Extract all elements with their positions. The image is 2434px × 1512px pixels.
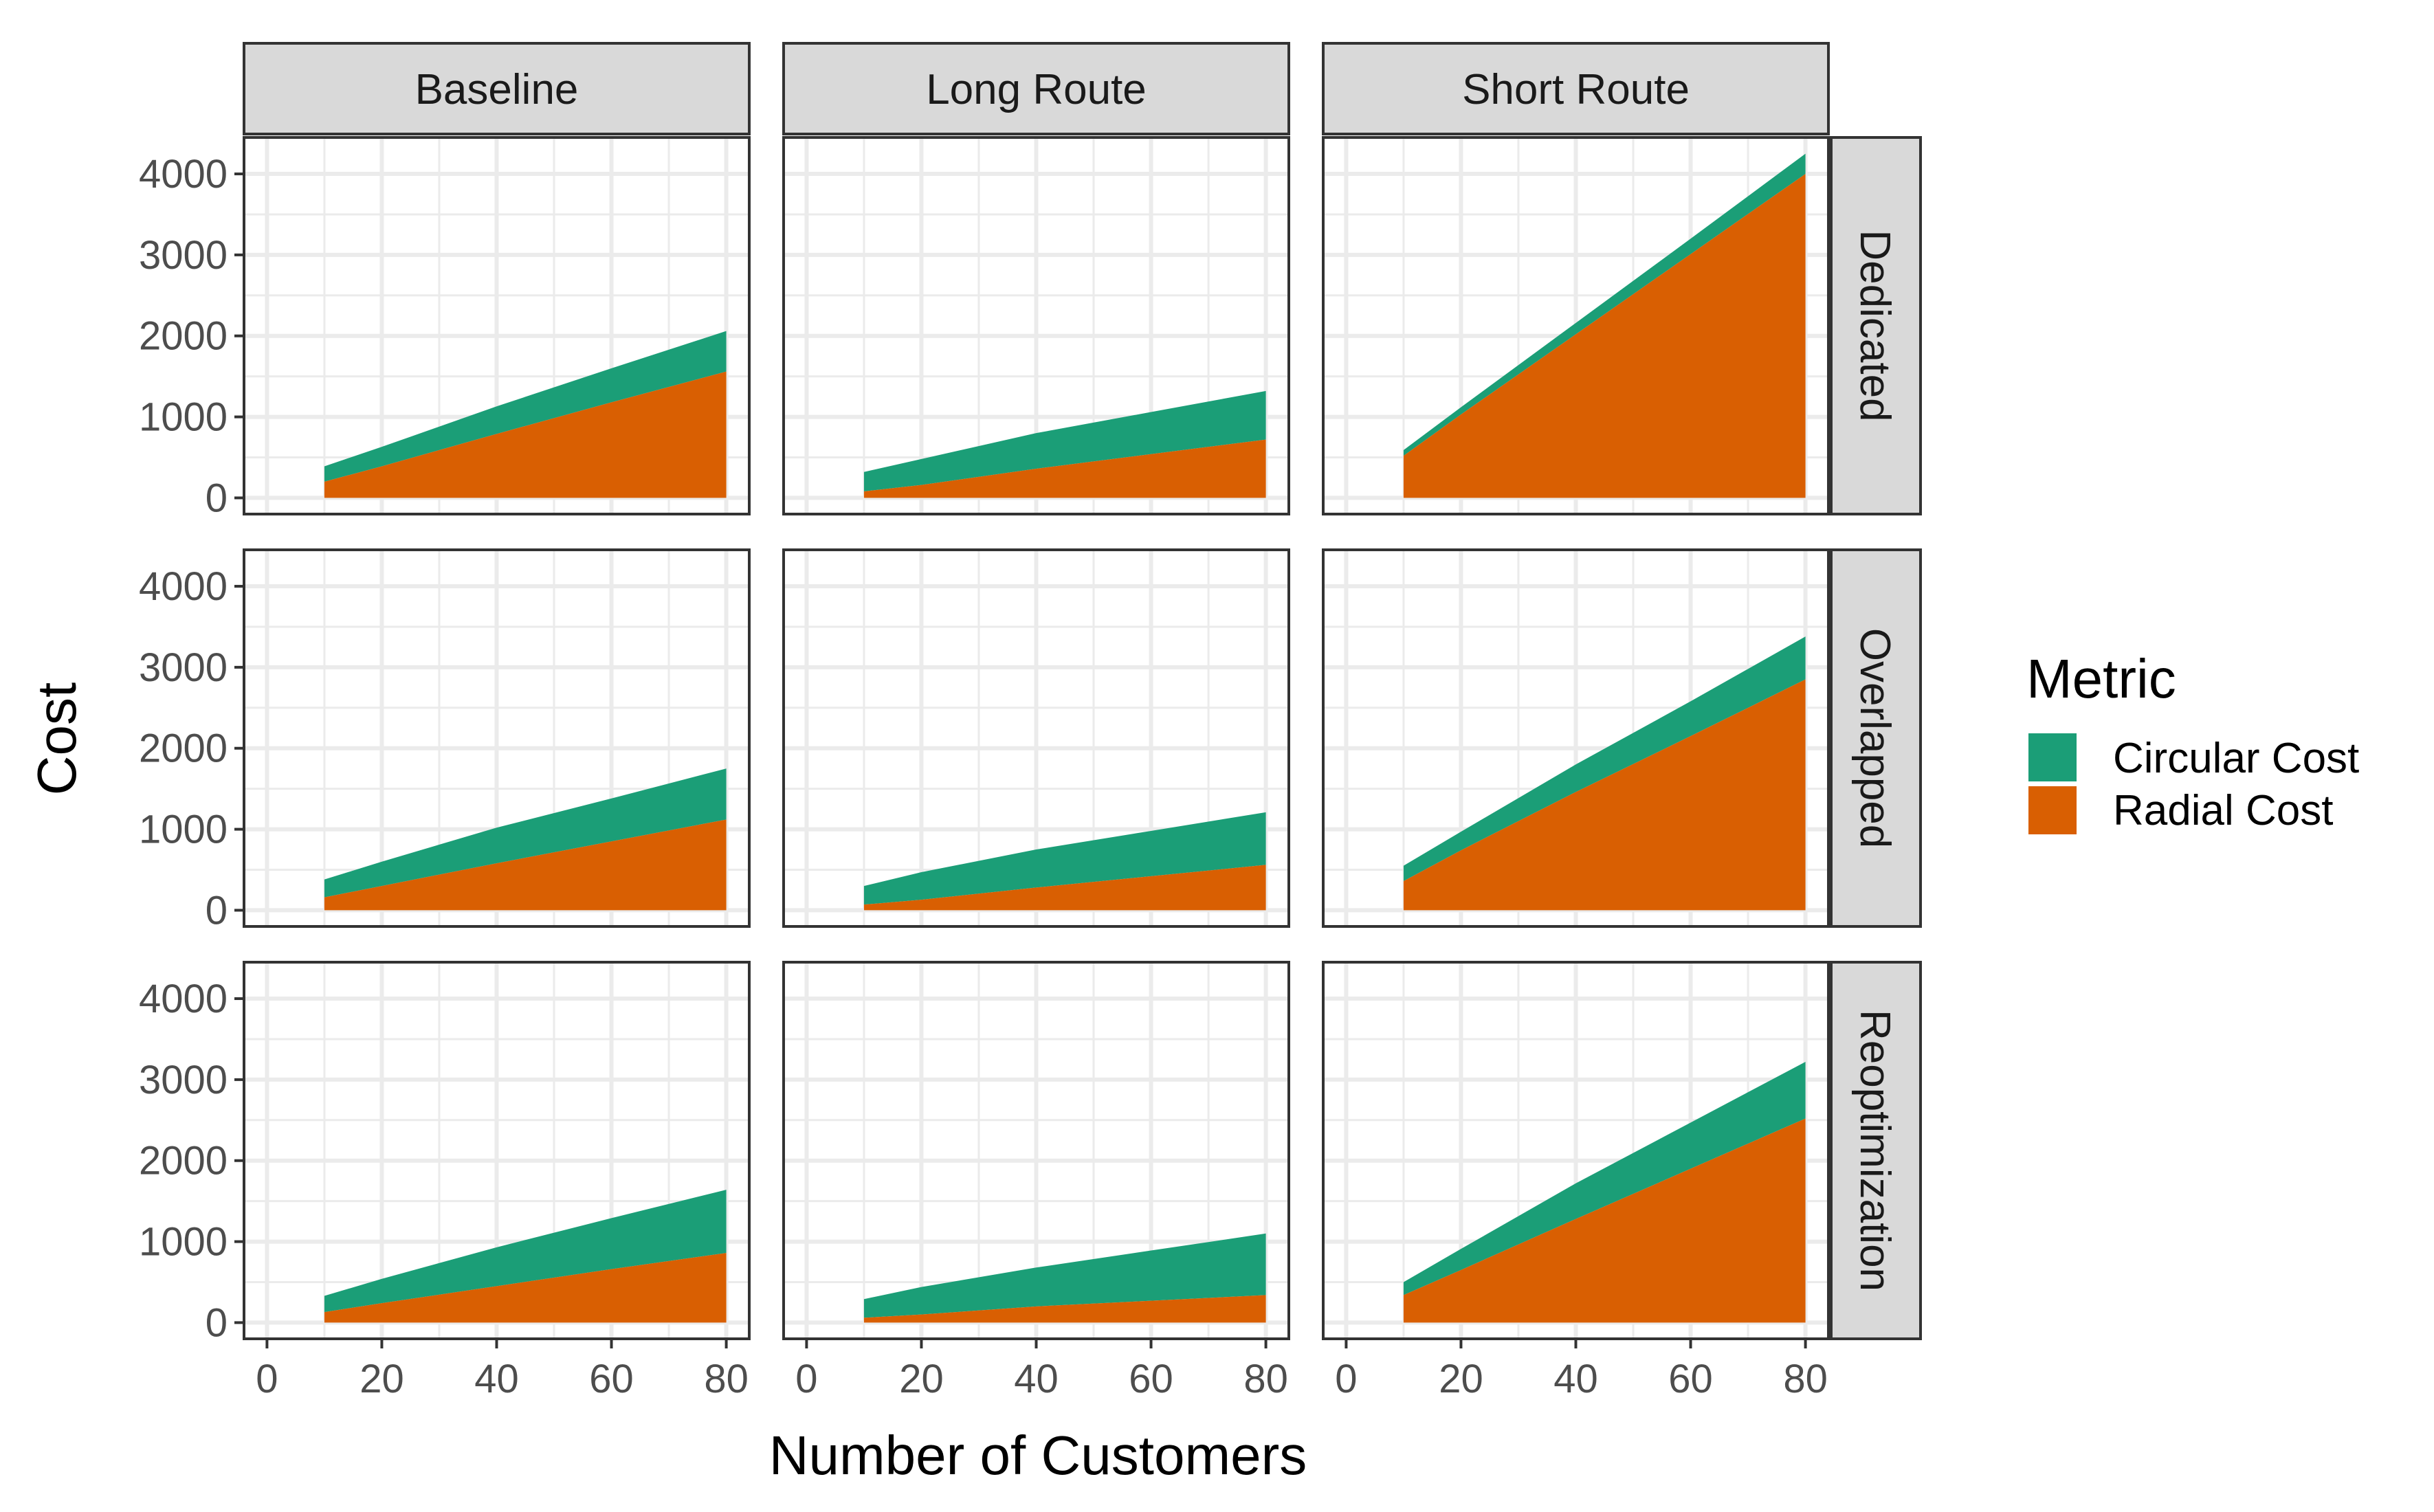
area-circular-cost (324, 1190, 727, 1313)
column-strip-short-route: Short Route (1322, 42, 1830, 135)
row-strip-overlapped: Overlapped (1830, 548, 1922, 928)
area-circular-cost (1403, 1061, 1806, 1296)
panel-border (782, 136, 1290, 515)
panel-border (243, 548, 751, 928)
column-strip-baseline: Baseline (243, 42, 751, 135)
legend: Metric Circular Cost Radial Cost (2026, 648, 2359, 834)
strip-background (1830, 548, 1922, 928)
strip-background (1322, 42, 1830, 135)
area-circular-cost (863, 812, 1266, 905)
x-tick-label: 0 (795, 1357, 817, 1401)
strip-background (1830, 961, 1922, 1340)
y-tick-label: 2000 (139, 1139, 228, 1183)
x-tick-label: 80 (1783, 1357, 1828, 1401)
area-radial-cost (863, 439, 1266, 498)
strips-layer: Baseline Long Route Short Route Dedicated Ov… (243, 42, 1922, 1340)
panel-baseline-overlapped (243, 548, 751, 928)
x-tick-label: 60 (1129, 1357, 1173, 1401)
x-axis-title: Number of Customers (769, 1425, 1307, 1486)
panel-border (1322, 136, 1830, 515)
x-tick-label: 0 (256, 1357, 278, 1401)
panel-long-route-reoptimization (782, 961, 1290, 1340)
panel-long-route-dedicated (782, 136, 1290, 515)
x-tick-label: 40 (1553, 1357, 1598, 1401)
x-tick-label: 40 (1014, 1357, 1059, 1401)
strip-label: Overlapped (1851, 628, 1899, 849)
panel-short-route-overlapped (1322, 548, 1830, 928)
panel-border (782, 548, 1290, 928)
panel-short-route-dedicated (1322, 136, 1830, 515)
strip-label: Dedicated (1851, 230, 1899, 421)
strip-label: Short Route (1462, 66, 1690, 113)
strip-label: Reoptimization (1851, 1010, 1899, 1291)
column-strip-long-route: Long Route (782, 42, 1290, 135)
axes-layer: 0100020003000400001000200030004000010002… (139, 152, 1828, 1401)
x-tick-label: 0 (1335, 1357, 1357, 1401)
panel-border (1322, 548, 1830, 928)
area-radial-cost (863, 1295, 1266, 1323)
y-tick-label: 4000 (139, 564, 228, 609)
y-tick-label: 0 (206, 1300, 228, 1345)
y-tick-label: 2000 (139, 726, 228, 771)
area-circular-cost (863, 390, 1266, 492)
y-tick-label: 1000 (139, 1220, 228, 1265)
x-tick-label: 20 (899, 1357, 944, 1401)
area-radial-cost (324, 819, 727, 911)
legend-swatch-radial-cost (2028, 786, 2077, 834)
strip-label: Baseline (415, 66, 579, 113)
y-tick-label: 4000 (139, 977, 228, 1021)
x-tick-label: 40 (474, 1357, 519, 1401)
panel-baseline-dedicated (243, 136, 751, 515)
panel-border (243, 136, 751, 515)
panel-long-route-overlapped (782, 548, 1290, 928)
area-circular-cost (1403, 636, 1806, 882)
strip-background (243, 42, 751, 135)
strip-background (1830, 136, 1922, 515)
strip-background (782, 42, 1290, 135)
x-tick-label: 20 (1439, 1357, 1483, 1401)
legend-swatch-circular-cost (2028, 733, 2077, 781)
area-radial-cost (1403, 174, 1806, 498)
x-tick-label: 20 (359, 1357, 404, 1401)
area-radial-cost (1403, 1118, 1806, 1323)
x-tick-label: 60 (1668, 1357, 1713, 1401)
y-tick-label: 3000 (139, 1058, 228, 1102)
area-radial-cost (324, 1253, 727, 1323)
y-tick-label: 1000 (139, 395, 228, 440)
y-tick-label: 3000 (139, 645, 228, 690)
row-strip-dedicated: Dedicated (1830, 136, 1922, 515)
legend-label-radial-cost: Radial Cost (2113, 787, 2333, 834)
area-radial-cost (1403, 679, 1806, 911)
row-strip-reoptimization: Reoptimization (1830, 961, 1922, 1340)
x-tick-label: 80 (704, 1357, 749, 1401)
area-radial-cost (863, 865, 1266, 911)
area-circular-cost (863, 1233, 1266, 1318)
area-circular-cost (324, 768, 727, 898)
panel-short-route-reoptimization (1322, 961, 1830, 1340)
area-circular-cost (1403, 153, 1806, 456)
y-tick-label: 0 (206, 888, 228, 933)
area-circular-cost (324, 331, 727, 482)
y-tick-label: 0 (206, 476, 228, 520)
x-tick-label: 60 (589, 1357, 634, 1401)
panel-baseline-reoptimization (243, 961, 751, 1340)
y-tick-label: 3000 (139, 233, 228, 278)
strip-label: Long Route (926, 66, 1147, 113)
y-tick-label: 2000 (139, 314, 228, 359)
legend-label-circular-cost: Circular Cost (2113, 735, 2359, 782)
y-axis-title: Cost (26, 682, 87, 796)
legend-title: Metric (2026, 648, 2176, 709)
area-radial-cost (324, 371, 727, 498)
y-tick-label: 1000 (139, 808, 228, 852)
x-tick-label: 80 (1243, 1357, 1288, 1401)
panels-layer (243, 136, 1830, 1340)
y-tick-label: 4000 (139, 152, 228, 197)
